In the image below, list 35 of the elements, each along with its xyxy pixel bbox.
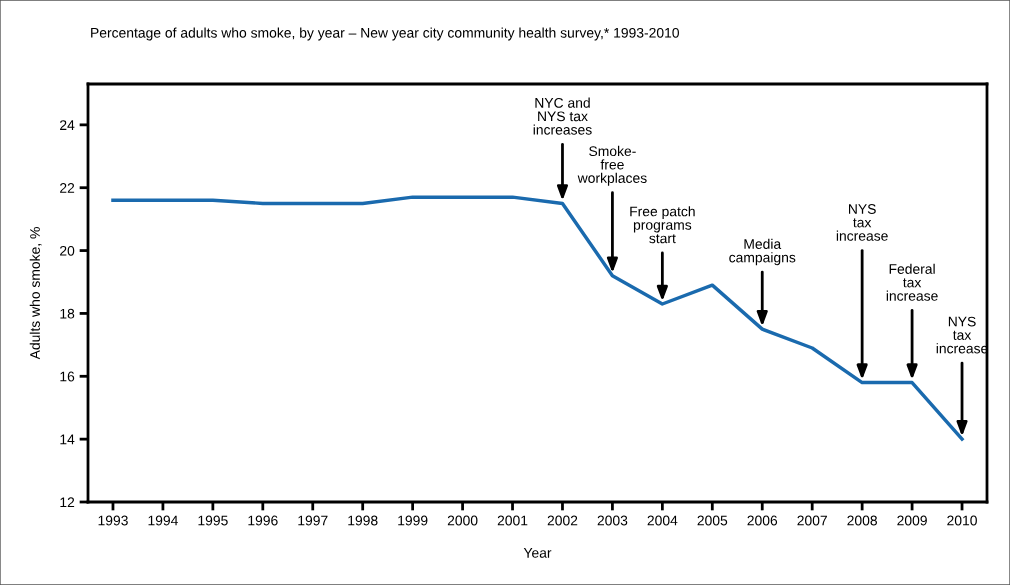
x-tick-label: 1995	[198, 515, 228, 526]
x-tick-label: 2008	[847, 515, 877, 526]
x-tick-label: 2004	[647, 515, 678, 526]
y-tick-label: 16	[60, 371, 75, 382]
x-tick-label: 1994	[148, 515, 178, 526]
annotation: Smoke- free workplaces	[577, 145, 647, 186]
x-tick-label: 2000	[447, 515, 478, 526]
x-tick-label: 2003	[597, 515, 628, 526]
x-tick-label: 1993	[98, 515, 128, 526]
y-tick-label: 18	[60, 308, 75, 319]
x-axis-title: Year	[523, 548, 552, 558]
x-tick-label: 1997	[298, 515, 328, 526]
annotation: Federal tax increase	[886, 263, 938, 301]
x-tick-label: 2009	[897, 515, 927, 526]
y-tick-label: 24	[60, 120, 75, 130]
y-tick-label: 12	[60, 497, 75, 508]
x-tick-label: 2005	[697, 515, 728, 526]
x-tick-label: 2001	[497, 515, 528, 526]
y-tick-label: 20	[60, 245, 75, 256]
annotation: Media campaigns	[729, 238, 796, 266]
y-tick-label: 22	[60, 183, 75, 193]
chart-title: Percentage of adults who smoke, by year – New year city community health survey,* 1993-2010	[91, 27, 680, 41]
x-tick-label: 1999	[398, 515, 428, 526]
annotation: NYC and NYS tax increases	[533, 97, 592, 135]
y-axis-title: Adults who smoke, %	[29, 227, 42, 360]
x-tick-label: 1998	[348, 515, 378, 526]
x-tick-label: 2002	[547, 515, 578, 526]
annotation: NYS tax increase	[836, 204, 888, 241]
x-tick-label: 2006	[747, 515, 778, 526]
x-tick-label: 2007	[797, 515, 827, 526]
x-tick-label: 1996	[248, 515, 278, 526]
y-tick-label: 14	[60, 434, 75, 445]
x-tick-label: 2010	[947, 515, 977, 526]
annotation: NYS tax increase	[936, 316, 988, 354]
annotation: Free patch programs start	[630, 206, 695, 244]
